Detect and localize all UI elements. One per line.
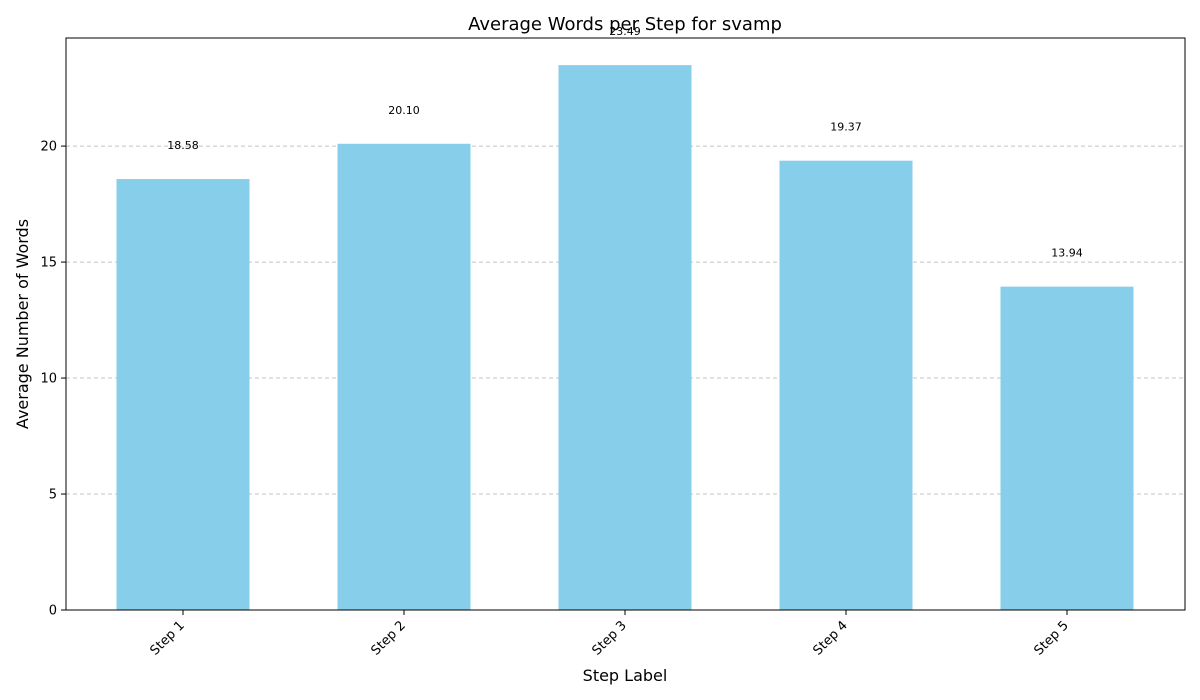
x-tick-label: Step 3 xyxy=(590,618,630,658)
chart-title: Average Words per Step for svamp xyxy=(468,14,782,35)
x-tick-label: Step 4 xyxy=(811,618,851,658)
y-tick-label: 0 xyxy=(49,604,57,619)
bar xyxy=(116,179,250,610)
value-labels: 18.58 20.10 23.49 19.37 13.94 xyxy=(167,25,1083,260)
bar xyxy=(558,65,692,611)
grid-lines xyxy=(66,145,1185,495)
x-tick-label: Step 2 xyxy=(369,618,409,658)
x-axis-label: Step Label xyxy=(583,666,668,685)
y-axis-label: Average Number of Words xyxy=(13,219,32,429)
bar xyxy=(1000,286,1134,610)
data-label: 19.37 xyxy=(830,121,862,134)
x-axis-ticks: Step 1 Step 2 Step 3 Step 4 Step 5 xyxy=(148,610,1072,659)
y-tick-label: 15 xyxy=(40,256,57,271)
bars xyxy=(116,65,1134,611)
y-axis-ticks: 0 5 10 15 20 xyxy=(40,140,66,619)
y-tick-label: 20 xyxy=(40,140,57,155)
data-label: 18.58 xyxy=(167,139,199,152)
y-tick-label: 5 xyxy=(49,488,57,503)
y-tick-label: 10 xyxy=(40,372,57,387)
x-tick-label: Step 1 xyxy=(148,618,188,658)
x-tick-label: Step 5 xyxy=(1032,618,1072,658)
bar xyxy=(779,160,913,610)
data-label: 20.10 xyxy=(388,104,420,117)
data-label: 23.49 xyxy=(609,25,641,38)
bar xyxy=(337,143,471,610)
data-label: 13.94 xyxy=(1051,247,1083,260)
